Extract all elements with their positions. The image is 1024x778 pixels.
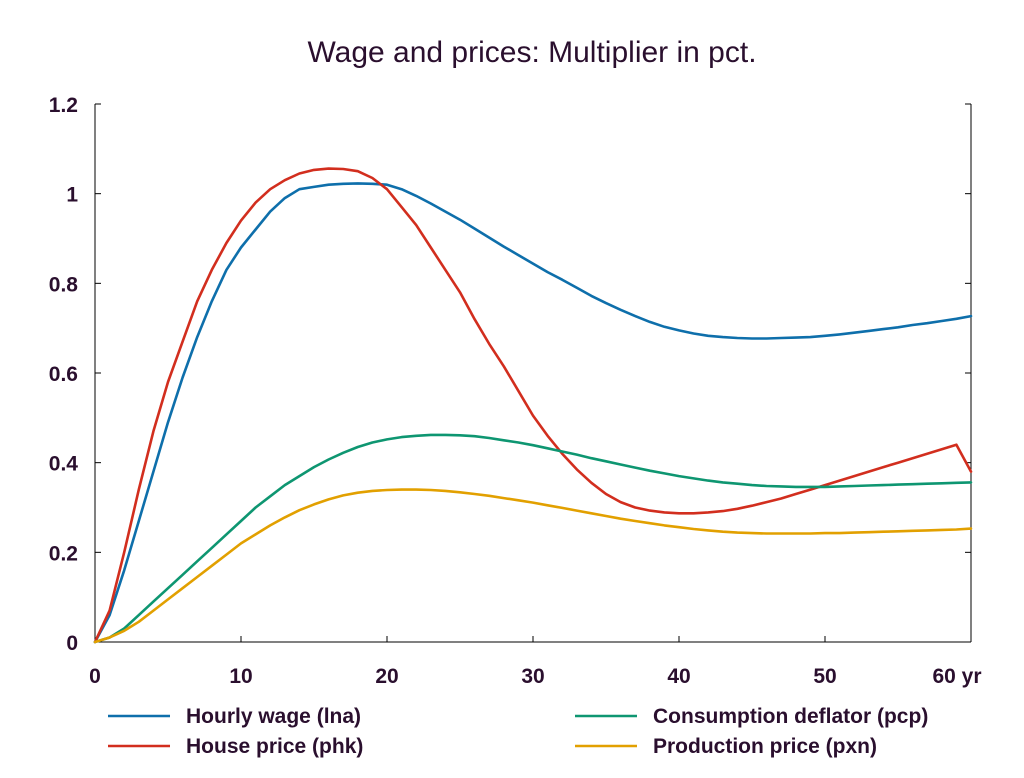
series-line-house-price-phk — [93, 167, 973, 644]
legend-item: Hourly wage (lna) — [108, 705, 361, 728]
legend-label: Production price (pxn) — [653, 735, 877, 758]
series-line-consumption-deflator-pcp — [93, 433, 973, 644]
x-tick-label: 10 — [229, 665, 252, 688]
legend-label: House price (phk) — [186, 735, 363, 758]
x-axis: 0 10 20 30 40 50 60 yr — [89, 636, 982, 688]
y-tick-label: 1.2 — [49, 94, 78, 117]
chart-title: Wage and prices: Multiplier in pct. — [307, 36, 756, 69]
y-tick-label: 0.2 — [49, 542, 78, 565]
y-tick-label: 0.6 — [49, 363, 78, 386]
series-line-production-price-pxn — [93, 488, 973, 644]
legend-item: Production price (pxn) — [575, 735, 877, 758]
y-tick-label: 0.8 — [49, 273, 79, 296]
legend-item: Consumption deflator (pcp) — [575, 705, 928, 728]
y-tick-label: 0 — [66, 632, 78, 655]
x-tick-label: 40 — [667, 665, 690, 688]
x-tick-label: 60 yr — [932, 665, 981, 688]
x-tick-label: 50 — [813, 665, 836, 688]
plot-frame — [94, 104, 972, 643]
legend: Hourly wage (lna) House price (phk) Consum… — [108, 705, 928, 758]
y-tick-label: 1 — [66, 184, 78, 207]
series-lines — [93, 167, 973, 644]
series-line-hourly-wage-lna — [93, 182, 973, 644]
x-tick-label: 20 — [375, 665, 398, 688]
y-tick-label: 0.4 — [49, 453, 79, 476]
legend-item: House price (phk) — [108, 735, 363, 758]
x-tick-label: 0 — [89, 665, 101, 688]
legend-label: Consumption deflator (pcp) — [653, 705, 928, 728]
y-axis: 0 0.2 0.4 0.6 0.8 1 1.2 — [49, 94, 971, 655]
x-tick-label: 30 — [521, 665, 544, 688]
legend-label: Hourly wage (lna) — [186, 705, 361, 728]
